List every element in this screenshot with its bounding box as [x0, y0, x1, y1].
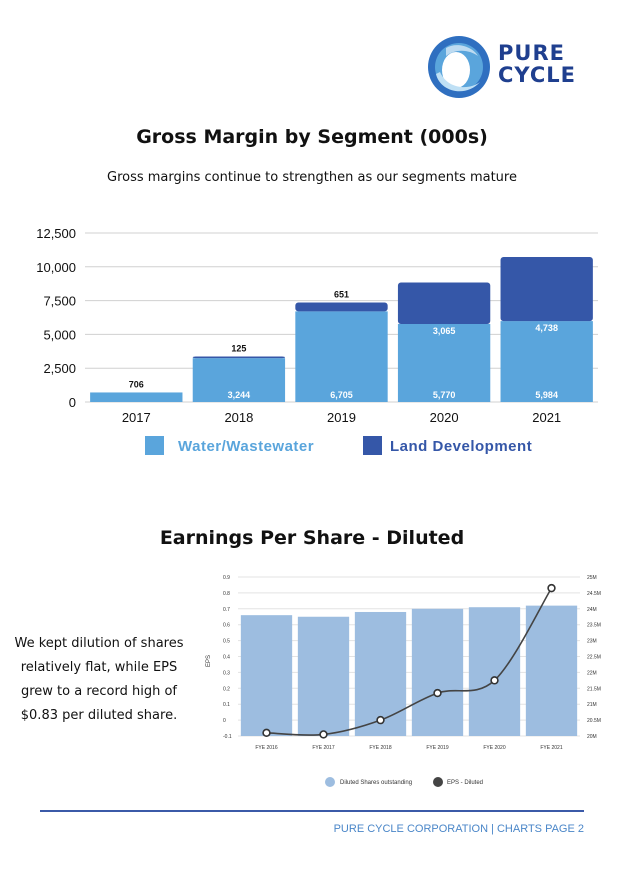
bar-water	[397, 323, 491, 402]
bar-diluted-shares	[468, 607, 521, 736]
legend-swatch-land	[363, 436, 382, 455]
dilution-note: We kept dilution of shares relatively fl…	[14, 636, 184, 723]
bar-diluted-shares	[411, 608, 464, 736]
chart1-title: Gross Margin by Segment (000s)	[136, 126, 488, 148]
legend-label-water: Water/Wastewater	[178, 438, 314, 455]
y-tick-label: 10,000	[36, 260, 76, 275]
data-label: 6,705	[330, 390, 353, 400]
bar-water	[295, 311, 388, 402]
footer-divider	[40, 810, 584, 812]
x-tick-label: FYE 2021	[540, 745, 562, 751]
bar-land	[295, 302, 388, 312]
logo-line-1: PURE	[498, 41, 565, 65]
y-tick-label: 7,500	[43, 294, 76, 309]
eps-point	[433, 688, 442, 698]
right-tick-label: 21M	[587, 702, 597, 708]
data-label: 4,738	[535, 323, 558, 333]
y-tick-label: 0	[69, 395, 76, 410]
left-tick-label: -0.1	[223, 734, 232, 740]
data-label: 5,984	[535, 390, 558, 400]
right-tick-label: 20M	[587, 734, 597, 740]
legend-label-land: Land Development	[390, 438, 532, 455]
left-tick-label: 0	[223, 718, 226, 724]
bar-land	[192, 356, 286, 359]
x-tick-label: FYE 2020	[483, 745, 505, 751]
bar-diluted-shares	[240, 615, 293, 736]
left-tick-label: 0.4	[223, 655, 230, 661]
bar-water	[90, 392, 183, 402]
logo-line-2: CYCLE	[498, 63, 577, 87]
data-label: 125	[231, 343, 246, 353]
x-tick-label: 2020	[430, 410, 459, 425]
pure-cycle-logo: PURE CYCLE	[426, 34, 586, 100]
y-tick-label: 12,500	[36, 226, 76, 241]
legend-swatch-shares	[325, 777, 335, 787]
right-tick-label: 22.5M	[587, 655, 601, 661]
chart2-title: Earnings Per Share - Diluted	[159, 527, 465, 549]
x-tick-label: 2019	[327, 410, 356, 425]
left-tick-label: 0.7	[223, 607, 230, 613]
left-tick-label: 0.8	[223, 591, 230, 597]
right-tick-label: 22M	[587, 670, 597, 676]
x-tick-label: FYE 2017	[312, 745, 334, 751]
eps-point	[547, 583, 556, 593]
left-tick-label: 0.5	[223, 639, 230, 645]
legend-swatch-water	[145, 436, 164, 455]
bar-water	[500, 321, 593, 402]
x-tick-label: FYE 2016	[255, 745, 277, 751]
chart1-subtitle: Gross margins continue to strengthen as …	[107, 170, 517, 185]
x-tick-label: 2017	[122, 410, 151, 425]
left-tick-label: 0.2	[223, 686, 230, 692]
data-label: 706	[129, 379, 144, 389]
left-tick-label: 0.9	[223, 575, 230, 581]
gross-margin-chart: 0 2,500 5,000 7,500 10,000 12,500 706 2017 3,244…	[36, 226, 598, 455]
left-tick-label: 0.6	[223, 623, 230, 629]
right-tick-label: 20.5M	[587, 718, 601, 724]
bar-diluted-shares	[297, 616, 350, 736]
eps-point	[262, 728, 271, 738]
data-label: 3,065	[433, 326, 456, 336]
eps-point	[490, 676, 499, 685]
left-tick-label: 0.1	[223, 702, 230, 708]
x-tick-label: 2021	[532, 410, 561, 425]
eps-chart: -0.1 20M 0 20.5M 0.1 21M 0.2 21.5M 0.3 22M 0.4 22.5…	[206, 575, 615, 787]
bar-land	[500, 257, 593, 322]
y-tick-label: 2,500	[43, 361, 76, 376]
bar-water	[192, 358, 286, 402]
logo-swirl-icon	[428, 36, 490, 98]
eps-point	[376, 715, 385, 725]
data-label: 651	[334, 290, 349, 300]
y-tick-label: 5,000	[43, 327, 76, 342]
eps-point	[319, 730, 328, 739]
legend-swatch-eps	[433, 777, 443, 787]
footer-text: PURE CYCLE CORPORATION | CHARTS PAGE 2	[333, 823, 584, 835]
data-label: 5,770	[433, 390, 456, 400]
bar-diluted-shares	[525, 605, 578, 736]
left-tick-label: 0.3	[223, 670, 230, 676]
x-tick-label: FYE 2019	[426, 745, 448, 751]
legend-label-eps: EPS - Diluted	[447, 780, 483, 786]
bar-diluted-shares	[354, 611, 407, 736]
right-tick-label: 25M	[587, 575, 597, 581]
x-tick-label: 2018	[224, 410, 253, 425]
left-axis-label: EPS	[206, 655, 212, 667]
right-tick-label: 24M	[587, 607, 597, 613]
right-tick-label: 21.5M	[587, 686, 601, 692]
right-axis-label: # of Diluted Shares	[613, 631, 615, 682]
data-label: 3,244	[228, 390, 251, 400]
right-tick-label: 24.5M	[587, 591, 601, 597]
x-tick-label: FYE 2018	[369, 745, 391, 751]
legend-label-shares: Diluted Shares outstanding	[340, 780, 412, 786]
logo-text: PURE CYCLE	[498, 42, 576, 86]
right-tick-label: 23.5M	[587, 623, 601, 629]
right-tick-label: 23M	[587, 639, 597, 645]
bar-land	[397, 282, 491, 324]
